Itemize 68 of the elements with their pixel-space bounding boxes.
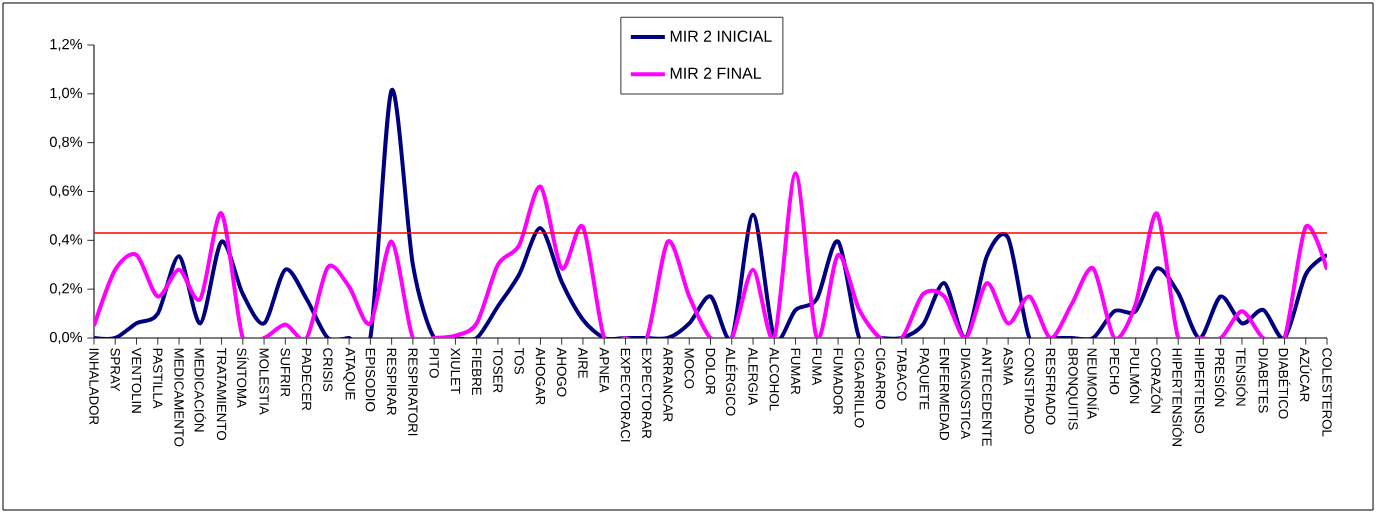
x-tick-label: TABACO <box>897 347 907 401</box>
x-tick-label: AZÚCAR <box>1299 347 1312 402</box>
x-tick-label: PRESIÓN <box>1214 348 1227 407</box>
x-tick-label: ALÉRGICO <box>725 347 738 416</box>
x-tick-label: COLESTEROL <box>1322 348 1332 437</box>
x-tick-label: XIULET <box>450 347 461 394</box>
x-tick-label: MOCO <box>684 348 694 389</box>
x-tick-label: TOSER <box>493 347 503 393</box>
x-tick-label: ATAQUE <box>343 347 355 400</box>
x-tick-label: DOLOR <box>705 348 716 395</box>
x-tick-label: RESFRIADO <box>1045 348 1056 425</box>
x-tick-label: FIEBRE <box>472 348 482 395</box>
y-tick-label: 0,2% <box>49 283 83 296</box>
y-tick-label: 0,0% <box>49 331 83 345</box>
x-tick-label: ASMA <box>1003 347 1013 386</box>
x-tick-label: ALERGIA <box>748 347 758 406</box>
x-tick-label: PAQUETE <box>917 348 929 410</box>
y-tick-label: 1,2% <box>50 38 83 52</box>
x-tick-label: EXPECTORACI <box>620 348 631 442</box>
x-tick-label: MOLESTIA <box>259 348 269 415</box>
x-tick-label: PITO <box>429 348 439 378</box>
legend-label: MIR 2 INICIAL <box>670 30 772 42</box>
x-tick-label: RESPIRATORI <box>408 348 418 436</box>
x-tick-label: AHOGAR <box>535 347 546 405</box>
y-tick-label: 0,6% <box>49 185 83 198</box>
x-tick-label: DIABETES <box>1258 348 1268 413</box>
x-tick-label: ENFERMEDAD <box>939 348 949 440</box>
y-tick-label: 0,8% <box>49 136 83 149</box>
x-tick-label: CIGARRILLO <box>854 348 865 428</box>
x-tick-label: NEUMONÍA <box>1087 348 1099 420</box>
x-tick-label: BRONQUITIS <box>1066 348 1078 430</box>
x-tick-label: DIAGNOSTICA <box>960 348 971 440</box>
x-tick-label: EXPECTORAR <box>642 348 652 439</box>
x-tick-label: CIGARRO <box>875 348 886 409</box>
x-tick-label: PASTILLA <box>153 348 163 409</box>
x-tick-label: FUMADOR <box>833 348 843 415</box>
legend-label: MIR 2 FINAL <box>670 67 762 79</box>
x-tick-label: CRISIS <box>323 348 333 392</box>
x-tick-label: SPRAY <box>110 348 120 392</box>
x-tick-label: SÍNTOMA <box>236 348 249 408</box>
x-tick-label: PULMÓN <box>1129 348 1142 404</box>
x-tick-label: FUMAR <box>790 348 801 395</box>
x-tick-label: HIPERTENSO <box>1194 348 1205 434</box>
x-tick-label: DIABÉTICO <box>1278 348 1291 419</box>
x-tick-label: ALCOHOL <box>769 347 779 411</box>
x-tick-label: AIRE <box>578 347 588 379</box>
x-tick-label: INHALADOR <box>89 348 99 425</box>
x-tick-label: AHOGO <box>557 347 567 397</box>
x-tick-label: SUFRIR <box>280 348 291 397</box>
y-tick-label: 0,4% <box>49 234 83 247</box>
x-tick-label: HIPERTENSIÓN <box>1172 348 1185 446</box>
x-tick-label: CONSTIPADO <box>1024 348 1035 434</box>
x-tick-label: CORAZÓN <box>1151 348 1163 413</box>
x-tick-label: EPISODIO <box>365 348 376 412</box>
x-tick-label: MEDICAMENTO <box>174 348 184 447</box>
x-tick-label: TRATAMIENTO <box>216 347 227 440</box>
x-tick-label: APNEA <box>599 347 609 393</box>
y-tick-label: 1,0% <box>50 87 83 100</box>
x-tick-label: VENTOLIN <box>131 347 142 413</box>
x-tick-label: ANTECEDENTE <box>982 347 992 446</box>
x-tick-label: MEDICACIÓN <box>194 348 207 432</box>
x-tick-label: RESPIRAR <box>386 348 397 415</box>
x-tick-label: TOS <box>514 347 524 375</box>
x-tick-label: PADECER <box>301 348 312 411</box>
x-tick-label: ARRANCAR <box>663 347 673 422</box>
x-tick-label: FUMA <box>812 348 822 386</box>
x-tick-label: PECHO <box>1109 348 1120 395</box>
x-tick-label: TENSIÓN <box>1236 347 1248 406</box>
